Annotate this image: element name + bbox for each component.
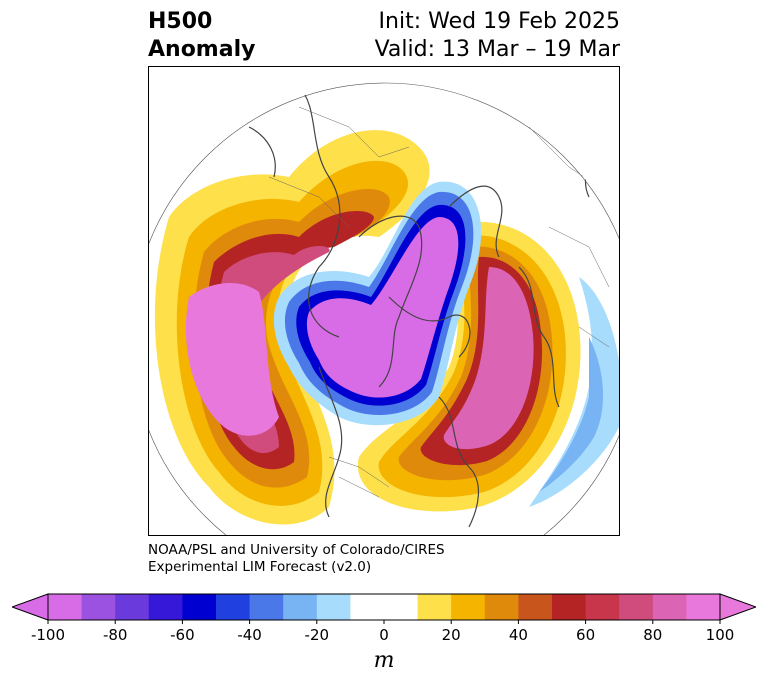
map-title: H500 Anomaly: [148, 8, 255, 64]
colorbar-tick-label: 60: [576, 626, 596, 644]
colorbar-segment: [585, 594, 620, 620]
colorbar-tick-label: 20: [441, 626, 461, 644]
colorbar-segment: [417, 594, 452, 620]
colorbar-unit: m: [373, 648, 395, 673]
anomaly-map-svg: [149, 82, 619, 535]
colorbar-segment: [283, 594, 318, 620]
colorbar-tick-label: -40: [237, 626, 262, 644]
colorbar-segment: [552, 594, 587, 620]
colorbar-segment: [182, 594, 217, 620]
colorbar-extend-high: [719, 593, 756, 621]
colorbar-tick-label: 100: [705, 626, 735, 644]
negative-anomaly-atlantic: [529, 277, 619, 507]
colorbar-tick-label: -20: [304, 626, 330, 644]
colorbar-segment: [216, 594, 251, 620]
colorbar-segment: [686, 594, 721, 620]
colorbar-segment: [316, 594, 351, 620]
colorbar-segment: [81, 594, 116, 620]
colorbar-segment: [148, 594, 183, 620]
colorbar-segment: [619, 594, 654, 620]
colorbar-extend-low: [12, 593, 49, 621]
colorbar-segment: [384, 594, 419, 620]
colorbar-segment: [115, 594, 150, 620]
colorbar-segment: [652, 594, 687, 620]
credit-line-1: NOAA/PSL and University of Colorado/CIRE…: [148, 542, 445, 558]
colorbar-segment: [350, 594, 385, 620]
colorbar-tick-label: -80: [102, 626, 128, 644]
colorbar-segment: [249, 594, 284, 620]
colorbar-tick-label: -100: [30, 626, 66, 644]
forecast-dates: Init: Wed 19 Feb 2025 Valid: 13 Mar – 19…: [375, 8, 620, 64]
colorbar-segment: [48, 594, 83, 620]
credit-line-2: Experimental LIM Forecast (v2.0): [148, 559, 372, 575]
polar-map: [148, 66, 620, 536]
colorbar-tick-label: 80: [643, 626, 663, 644]
colorbar-segment: [484, 594, 519, 620]
valid-range: Valid: 13 Mar – 19 Mar: [374, 37, 620, 62]
colorbar: [12, 593, 756, 624]
colorbar-tick-label: 0: [379, 626, 389, 644]
init-date: Init: Wed 19 Feb 2025: [378, 9, 620, 34]
title-variable: H500: [148, 9, 213, 34]
title-field: Anomaly: [148, 37, 256, 62]
colorbar-tick-label: 40: [508, 626, 528, 644]
colorbar-segment: [518, 594, 553, 620]
colorbar-segment: [451, 594, 486, 620]
colorbar-tick-label: -60: [170, 626, 195, 644]
credit-text: NOAA/PSL and University of Colorado/CIRE…: [148, 542, 445, 576]
